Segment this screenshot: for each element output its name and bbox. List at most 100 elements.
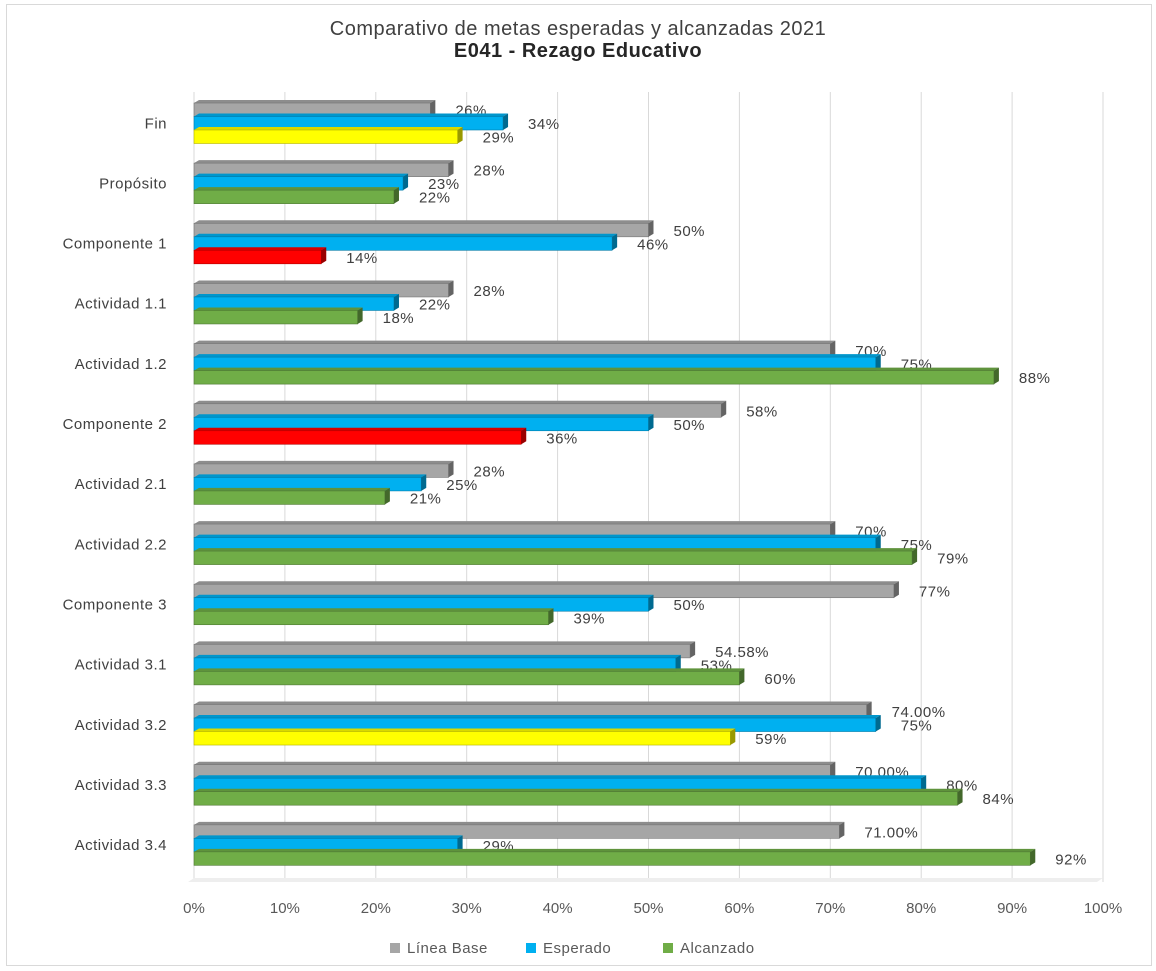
bar-side-face <box>457 127 463 144</box>
bar-side-face <box>403 173 409 191</box>
x-tick-label: 10% <box>270 900 300 917</box>
data-label: 59% <box>755 731 787 748</box>
bar-side-face <box>875 715 881 732</box>
data-label: 39% <box>574 611 606 628</box>
bar-top-face <box>194 400 727 404</box>
data-label: 50% <box>674 223 706 240</box>
data-label: 23% <box>428 176 460 193</box>
data-label: 92% <box>1055 851 1087 868</box>
chart-floor <box>188 878 1103 882</box>
bar-side-face <box>430 100 436 117</box>
data-label: 21% <box>410 490 442 507</box>
bar-top-face <box>194 775 927 779</box>
bar-top-face <box>194 728 736 732</box>
bar <box>193 370 995 385</box>
category-label: Componente 3 <box>63 596 167 613</box>
data-label: 28% <box>474 463 506 480</box>
bar-top-face <box>194 233 618 237</box>
bar-side-face <box>730 728 736 746</box>
x-tick-label: 60% <box>724 900 754 917</box>
bar-side-face <box>675 654 681 672</box>
bar <box>193 310 358 325</box>
category-label: Fin <box>145 115 167 132</box>
legend-item-linea-base: Línea Base <box>407 940 488 957</box>
bar-top-face <box>194 460 454 464</box>
data-label: 14% <box>346 250 378 267</box>
bar-top-face <box>194 821 845 825</box>
x-tick-label: 0% <box>183 900 205 917</box>
bar-top-face <box>194 701 872 705</box>
legend-swatch <box>663 943 673 953</box>
legend-swatch <box>390 943 400 953</box>
x-tick-label: 100% <box>1084 900 1122 917</box>
bar <box>193 791 958 806</box>
bar-top-face <box>194 113 509 117</box>
bar-top-face <box>194 474 427 478</box>
bar-side-face <box>457 835 463 852</box>
data-label: 60% <box>764 671 796 688</box>
bar <box>193 430 522 445</box>
bar-top-face <box>194 654 681 658</box>
data-label: 79% <box>937 551 969 568</box>
bar-side-face <box>393 293 399 311</box>
bar-side-face <box>921 775 927 792</box>
bar-side-face <box>993 367 999 385</box>
bar-side-face <box>830 340 836 358</box>
legend-item-alcanzado: Alcanzado <box>680 940 755 957</box>
bar-side-face <box>503 113 509 130</box>
bar-top-face <box>194 127 463 130</box>
bar-side-face <box>690 641 696 658</box>
bar-top-face <box>194 835 463 839</box>
bar-top-face <box>194 641 696 645</box>
bar-top-face <box>194 280 454 284</box>
bar-top-face <box>194 247 327 251</box>
data-label: 77% <box>919 584 951 601</box>
data-label: 18% <box>383 310 415 327</box>
category-label: Componente 2 <box>63 416 167 433</box>
bar-side-face <box>521 427 527 445</box>
category-label: Actividad 2.2 <box>75 536 167 553</box>
bar-side-face <box>957 788 963 806</box>
data-label: 50% <box>674 417 706 434</box>
bar-side-face <box>448 280 454 297</box>
bar-side-face <box>448 460 454 478</box>
bar-top-face <box>194 173 409 177</box>
bar-side-face <box>830 521 836 538</box>
bar-top-face <box>194 340 836 344</box>
bar <box>193 490 386 505</box>
bar-top-face <box>194 100 436 103</box>
x-tick-label: 80% <box>906 900 936 917</box>
data-label: 71.00% <box>864 824 918 841</box>
bar-top-face <box>194 354 881 358</box>
bar <box>193 129 458 144</box>
bar-top-face <box>194 521 836 525</box>
bar-side-face <box>830 761 836 779</box>
bar-top-face <box>194 608 554 612</box>
bar-side-face <box>421 474 427 491</box>
bar-top-face <box>194 367 999 371</box>
bar-side-face <box>739 668 745 685</box>
bar-side-face <box>648 594 654 612</box>
data-label: 75% <box>901 718 933 735</box>
bar <box>193 671 740 686</box>
bar <box>193 250 322 265</box>
data-label: 58% <box>746 403 778 420</box>
bar-top-face <box>194 427 527 431</box>
data-label: 28% <box>474 283 506 300</box>
bar-top-face <box>194 160 454 164</box>
bar-top-face <box>194 668 745 672</box>
data-label: 25% <box>446 477 478 494</box>
category-label: Actividad 1.2 <box>75 356 167 373</box>
data-label: 74.00% <box>892 704 946 721</box>
bar-top-face <box>194 761 836 765</box>
x-tick-label: 70% <box>815 900 845 917</box>
data-label: 50% <box>674 597 706 614</box>
x-tick-label: 50% <box>633 900 663 917</box>
bar <box>193 189 395 204</box>
x-tick-label: 20% <box>361 900 391 917</box>
bar-side-face <box>612 233 618 251</box>
bar-top-face <box>194 414 654 418</box>
data-label: 22% <box>419 296 451 313</box>
bar-top-face <box>194 848 1036 852</box>
bar-side-face <box>912 548 918 565</box>
